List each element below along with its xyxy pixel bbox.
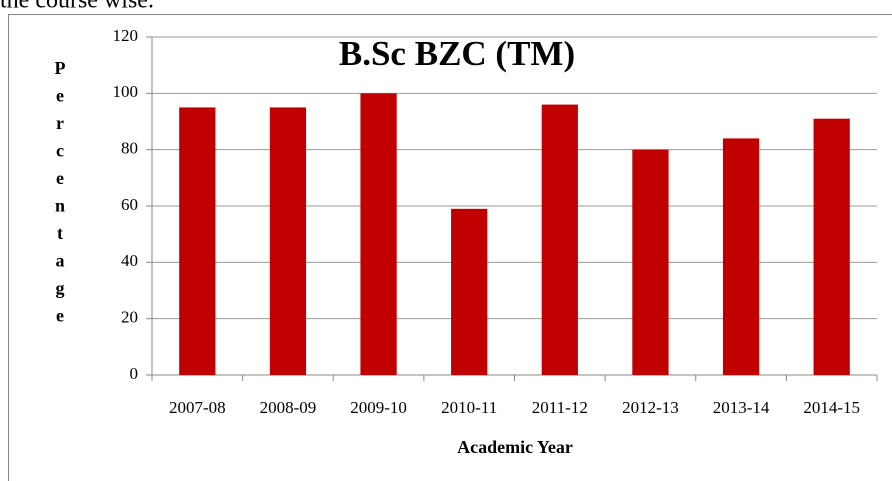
x-tick-label: 2009-10 bbox=[350, 398, 407, 417]
bar bbox=[813, 118, 850, 375]
y-tick-label: 60 bbox=[121, 195, 138, 214]
y-tick-label: 120 bbox=[113, 26, 139, 45]
bar bbox=[179, 107, 216, 376]
chart-title: B.Sc BZC (TM) bbox=[339, 34, 575, 73]
context-text: the course wise. bbox=[0, 0, 154, 14]
bar bbox=[269, 107, 307, 376]
bar bbox=[451, 208, 488, 375]
x-tick-label: 2013-14 bbox=[713, 398, 770, 417]
x-tick-label: 2014-15 bbox=[803, 398, 860, 417]
y-tick-label: 80 bbox=[121, 139, 138, 158]
x-tick-label: 2012-13 bbox=[622, 398, 679, 417]
x-tick-label: 2008-09 bbox=[260, 398, 317, 417]
y-tick-label: 100 bbox=[113, 82, 139, 101]
x-tick-label: 2011-12 bbox=[532, 398, 588, 417]
x-tick-label: 2010-11 bbox=[441, 398, 497, 417]
bar bbox=[632, 149, 669, 375]
x-axis-label: Academic Year bbox=[457, 437, 573, 457]
x-tick-label: 2007-08 bbox=[169, 398, 226, 417]
y-tick-label: 0 bbox=[130, 364, 139, 383]
bar bbox=[360, 93, 397, 375]
bar bbox=[541, 104, 578, 375]
y-tick-label: 40 bbox=[121, 251, 138, 270]
y-tick-label: 20 bbox=[121, 308, 138, 327]
bar bbox=[722, 138, 760, 375]
